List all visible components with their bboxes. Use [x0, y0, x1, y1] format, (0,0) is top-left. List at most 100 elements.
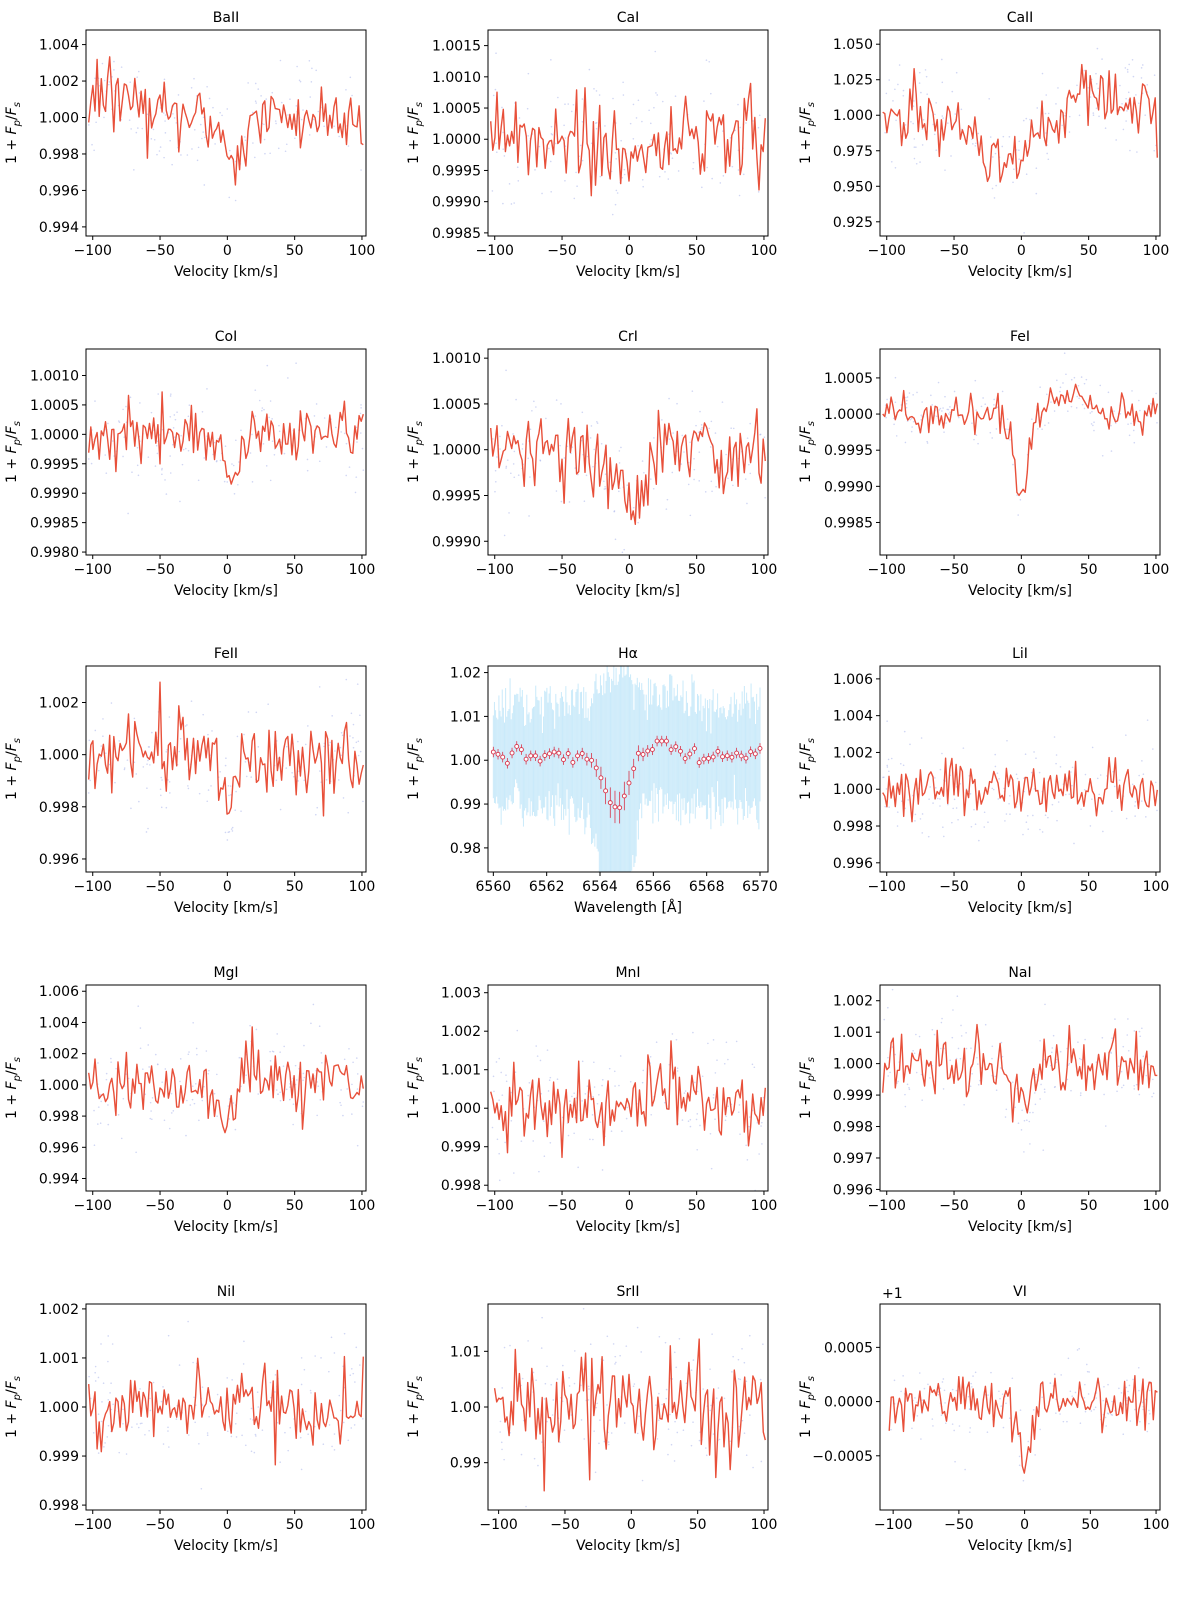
binned-point: [598, 775, 604, 781]
scatter-point: [1039, 1428, 1041, 1431]
scatter-point: [199, 123, 202, 126]
scatter-point: [942, 1378, 945, 1380]
scatter-point: [615, 158, 617, 160]
scatter-point: [279, 1091, 281, 1094]
scatter-point: [692, 1421, 694, 1423]
binned-point: [687, 751, 693, 757]
plot-area: [490, 369, 767, 554]
scatter-point: [164, 479, 166, 481]
y-tick-label: 1.002: [39, 1302, 79, 1318]
scatter-point: [303, 779, 305, 782]
series-line: [882, 1023, 1158, 1123]
scatter-point: [975, 434, 978, 436]
scatter-point: [102, 1382, 105, 1385]
scatter-point: [97, 1376, 100, 1379]
panel-CoI: −100 −50 0 50 1000.99800.99850.99900.99951.0…: [4, 329, 375, 599]
scatter-point: [718, 467, 720, 469]
scatter-point: [254, 100, 257, 103]
scatter-point: [131, 471, 133, 473]
scatter-point: [1142, 1408, 1144, 1411]
scatter-point: [269, 1381, 272, 1384]
scatter-point: [1030, 771, 1033, 774]
binned-point: [547, 751, 552, 757]
scatter-point: [739, 1378, 742, 1381]
panel-BaII: −100 −50 0 50 1000.9940.9960.9981.0001.0021.…: [4, 10, 375, 280]
scatter-point: [699, 410, 701, 413]
x-tick-label: 0: [625, 1198, 634, 1214]
scatter-point: [541, 1316, 543, 1319]
scatter-point: [1101, 58, 1103, 60]
scatter-point: [285, 745, 288, 748]
axes-frame: [879, 348, 1161, 556]
scatter-point: [619, 1055, 622, 1057]
scatter-point: [359, 1364, 361, 1366]
scatter-point: [111, 440, 114, 442]
x-tick-label: 0: [223, 879, 232, 895]
scatter-point: [665, 1397, 668, 1400]
y-tick-label: 0.0005: [824, 1340, 873, 1356]
scatter-point: [545, 417, 547, 420]
scatter-point: [1051, 803, 1054, 806]
scatter-point: [658, 175, 661, 178]
y-tick-label: 0.9990: [30, 486, 79, 502]
scatter-point: [156, 440, 159, 443]
scatter-point: [1040, 1083, 1042, 1086]
scatter-point: [319, 1099, 322, 1101]
y-tick-label: 1.002: [833, 745, 873, 761]
scatter-point: [153, 138, 156, 141]
scatter-point: [92, 1432, 95, 1434]
scatter-point: [739, 126, 742, 129]
scatter-point: [234, 809, 237, 811]
scatter-point: [1025, 117, 1028, 120]
x-tick-label: 50: [1080, 879, 1098, 895]
scatter-point: [604, 473, 607, 476]
scatter-point: [943, 431, 945, 433]
scatter-point: [922, 118, 925, 121]
series-line: [88, 56, 364, 186]
scatter-point: [151, 1118, 153, 1121]
scatter-point: [1134, 815, 1136, 817]
scatter-point: [598, 1093, 600, 1096]
plot-area: [88, 1320, 364, 1490]
scatter-point: [502, 131, 504, 134]
scatter-point: [151, 1097, 154, 1099]
scatter-point: [247, 711, 250, 713]
scatter-point: [1119, 84, 1121, 87]
scatter-point: [997, 798, 1000, 800]
scatter-point: [1068, 131, 1071, 133]
scatter-point: [749, 1414, 751, 1416]
scatter-point: [107, 1104, 109, 1106]
scatter-point: [1126, 68, 1129, 71]
scatter-point: [299, 80, 302, 83]
axes-frame: [487, 29, 769, 237]
scatter-point: [137, 1005, 140, 1007]
binned-point: [542, 753, 548, 758]
scatter-point: [994, 1075, 997, 1078]
scatter-point: [907, 799, 909, 801]
scatter-point: [537, 1464, 539, 1467]
binned-point: [649, 747, 655, 752]
scatter-point: [1077, 384, 1080, 387]
scatter-point: [1053, 736, 1056, 738]
x-tick-label: 50: [688, 243, 706, 259]
scatter-point: [583, 1438, 586, 1440]
scatter-point: [277, 147, 280, 150]
scatter-point: [551, 133, 554, 136]
scatter-point: [717, 1387, 720, 1389]
binned-point: [579, 751, 585, 756]
scatter-point: [257, 746, 260, 748]
panel-title: CaII: [1007, 10, 1034, 26]
plot-area: [888, 1347, 1158, 1482]
scatter-point: [967, 1395, 970, 1398]
scatter-point: [345, 89, 347, 91]
scatter-point: [941, 58, 943, 61]
scatter-point: [122, 1097, 125, 1100]
scatter-point: [906, 1083, 909, 1086]
scatter-point: [310, 1022, 312, 1025]
scatter-point: [271, 91, 274, 94]
binned-point: [537, 758, 543, 764]
scatter-point: [576, 185, 578, 187]
scatter-point: [618, 450, 621, 452]
scatter-point: [599, 1121, 602, 1124]
scatter-point: [149, 1409, 152, 1412]
